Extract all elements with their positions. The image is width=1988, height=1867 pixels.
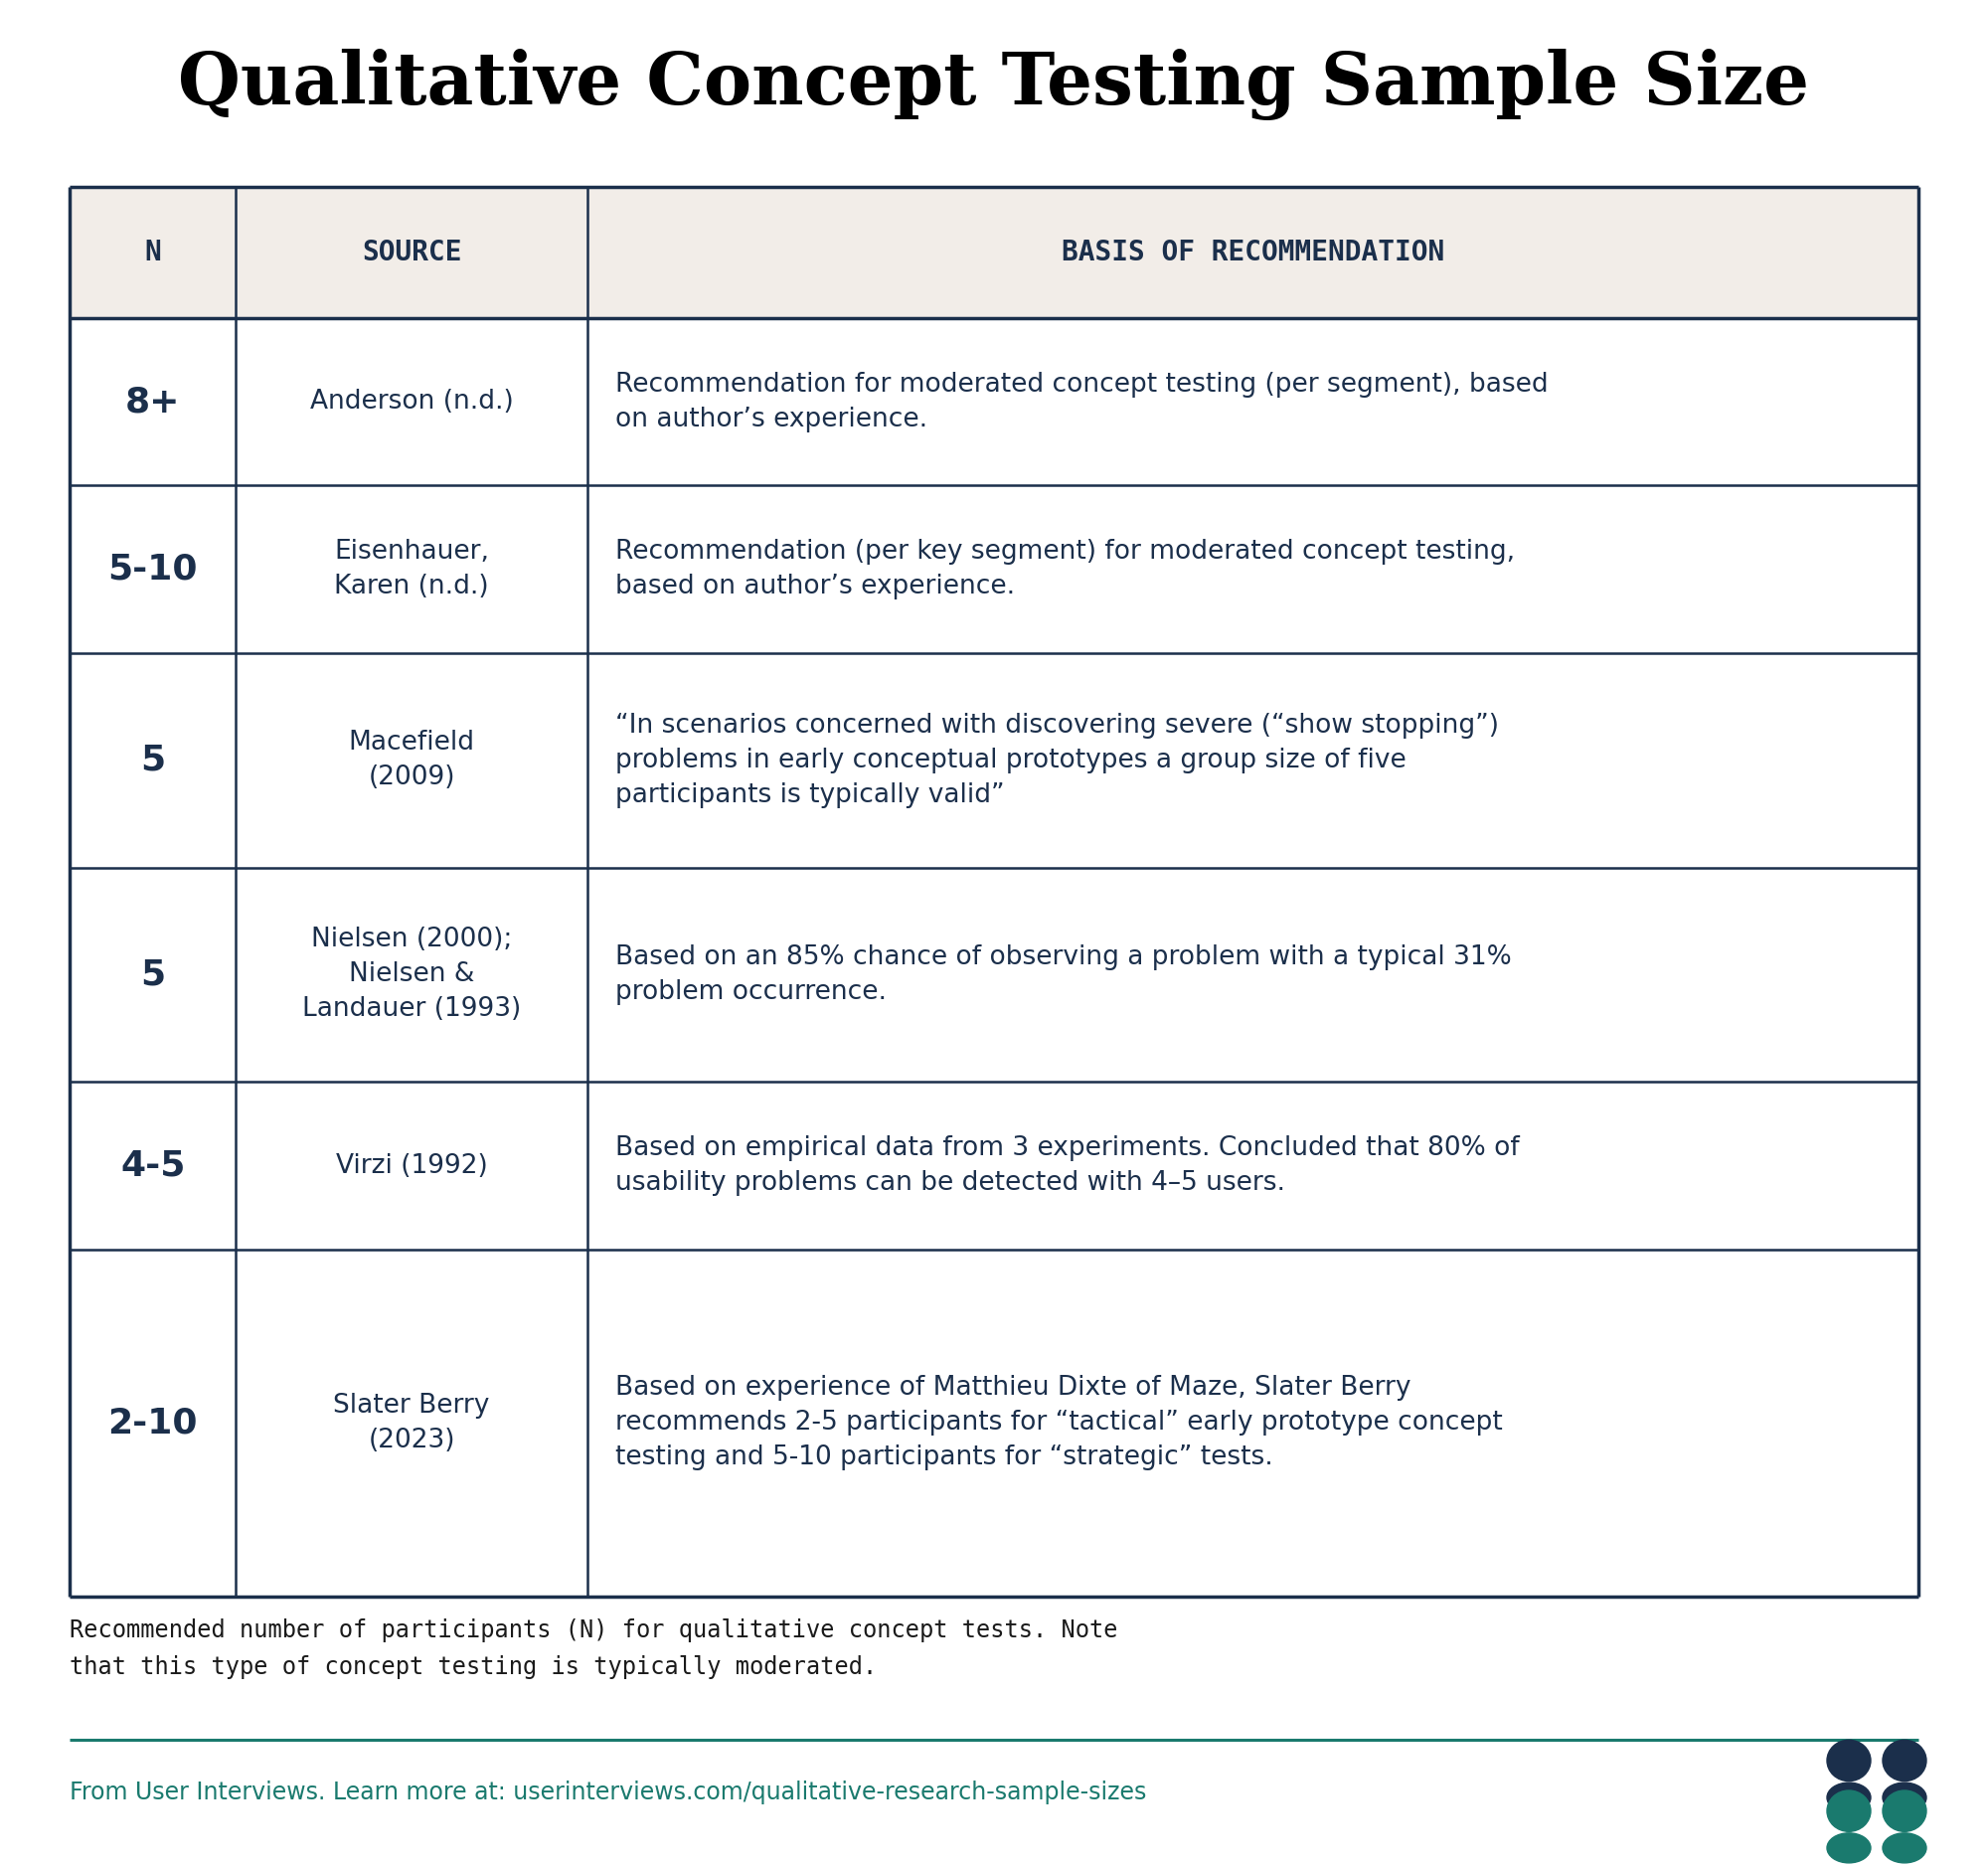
Text: BASIS OF RECOMMENDATION: BASIS OF RECOMMENDATION xyxy=(1062,239,1445,267)
Text: 8+: 8+ xyxy=(125,385,181,418)
Text: Qualitative Concept Testing Sample Size: Qualitative Concept Testing Sample Size xyxy=(179,49,1809,119)
Text: 4-5: 4-5 xyxy=(121,1148,185,1182)
Text: “In scenarios concerned with discovering severe (“show stopping”)
problems in ea: “In scenarios concerned with discovering… xyxy=(614,713,1499,808)
Circle shape xyxy=(1883,1740,1926,1781)
Text: 5-10: 5-10 xyxy=(107,553,197,586)
Text: 5: 5 xyxy=(141,743,165,777)
Text: Based on experience of Matthieu Dixte of Maze, Slater Berry
recommends 2-5 parti: Based on experience of Matthieu Dixte of… xyxy=(614,1376,1503,1471)
Ellipse shape xyxy=(1883,1833,1926,1863)
Bar xyxy=(70,317,1918,1596)
Text: Anderson (n.d.): Anderson (n.d.) xyxy=(310,388,513,414)
Ellipse shape xyxy=(1827,1783,1871,1813)
Text: SOURCE: SOURCE xyxy=(362,239,461,267)
Circle shape xyxy=(1827,1790,1871,1832)
Text: Macefield
(2009): Macefield (2009) xyxy=(348,730,475,792)
Ellipse shape xyxy=(1883,1783,1926,1813)
Ellipse shape xyxy=(1827,1833,1871,1863)
Text: Recommendation (per key segment) for moderated concept testing,
based on author’: Recommendation (per key segment) for mod… xyxy=(614,540,1515,599)
Text: Recommended number of participants (N) for qualitative concept tests. Note
that : Recommended number of participants (N) f… xyxy=(70,1619,1117,1678)
Circle shape xyxy=(1883,1790,1926,1832)
Text: Based on empirical data from 3 experiments. Concluded that 80% of
usability prob: Based on empirical data from 3 experimen… xyxy=(614,1135,1519,1197)
Text: Eisenhauer,
Karen (n.d.): Eisenhauer, Karen (n.d.) xyxy=(334,540,489,599)
Text: N: N xyxy=(145,239,161,267)
Circle shape xyxy=(1827,1740,1871,1781)
Text: 2-10: 2-10 xyxy=(107,1406,197,1439)
Text: Based on an 85% chance of observing a problem with a typical 31%
problem occurre: Based on an 85% chance of observing a pr… xyxy=(614,945,1511,1004)
Text: Nielsen (2000);
Nielsen &
Landauer (1993): Nielsen (2000); Nielsen & Landauer (1993… xyxy=(302,926,521,1023)
Text: Slater Berry
(2023): Slater Berry (2023) xyxy=(334,1393,489,1453)
Text: From User Interviews. Learn more at: userinterviews.com/qualitative-research-sam: From User Interviews. Learn more at: use… xyxy=(70,1781,1147,1804)
Bar xyxy=(70,187,1918,317)
Text: 5: 5 xyxy=(141,958,165,991)
Text: Virzi (1992): Virzi (1992) xyxy=(336,1152,487,1178)
Text: Recommendation for moderated concept testing (per segment), based
on author’s ex: Recommendation for moderated concept tes… xyxy=(614,372,1549,431)
